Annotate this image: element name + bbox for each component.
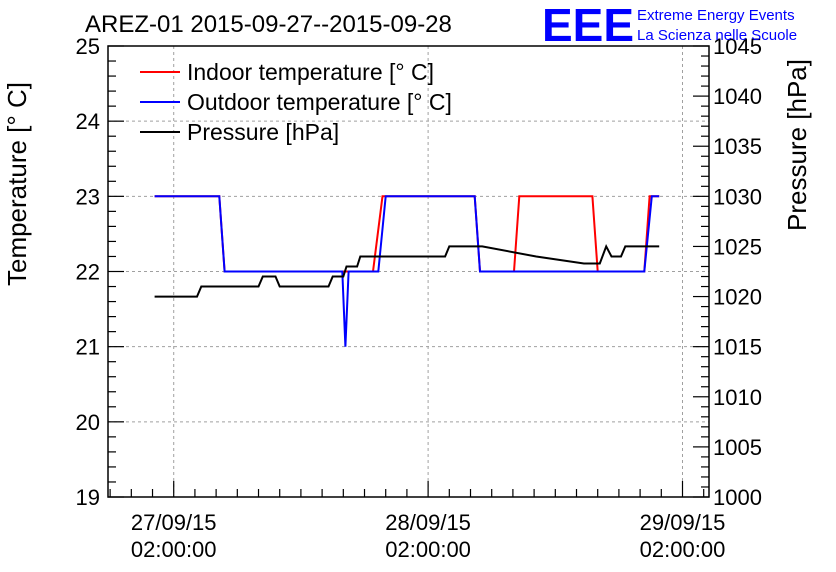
y-left-tick-label: 22: [76, 260, 100, 285]
x-tick-label-time: 02:00:00: [385, 537, 471, 562]
x-tick-label-date: 27/09/15: [131, 510, 217, 535]
y-right-tick-label: 1025: [713, 234, 762, 259]
y-right-tick-label: 1010: [713, 385, 762, 410]
x-tick-label-time: 02:00:00: [640, 537, 726, 562]
brand-line-2: La Scienza nelle Scuole: [637, 27, 797, 44]
legend-label-0: Indoor temperature [° C]: [187, 59, 434, 85]
y-left-tick-label: 21: [76, 335, 100, 360]
y-right-tick-label: 1045: [713, 34, 762, 59]
axis-ticks: 19 20 21 22 23 24 25 1000 1005 1010 1015 1020 1025 10…: [76, 34, 762, 562]
y-right-tick-label: 1000: [713, 485, 762, 510]
legend: Indoor temperature [° C] Outdoor temperat…: [140, 59, 452, 145]
eee-logo: EEE: [542, 0, 634, 51]
y-right-tick-label: 1020: [713, 285, 762, 310]
series-line-0: [154, 195, 660, 273]
y-right-tick-label: 1030: [713, 184, 762, 209]
chart-title: AREZ-01 2015-09-27--2015-09-28: [85, 11, 452, 38]
y-left-tick-label: 20: [76, 410, 100, 435]
y-left-tick-label: 25: [76, 34, 100, 59]
x-tick-label-date: 28/09/15: [385, 510, 471, 535]
legend-label-1: Outdoor temperature [° C]: [187, 89, 452, 115]
series-line-2: [154, 243, 660, 298]
y-right-tick-label: 1005: [713, 435, 762, 460]
series-line-1: [154, 195, 660, 347]
y-right-tick-label: 1035: [713, 134, 762, 159]
brand-line-1: Extreme Energy Events: [637, 7, 795, 24]
y-left-tick-label: 24: [76, 109, 100, 134]
y-right-tick-label: 1040: [713, 84, 762, 109]
y-left-tick-label: 23: [76, 184, 100, 209]
legend-label-2: Pressure [hPa]: [187, 119, 339, 145]
y-right-axis-label: Pressure [hPa]: [782, 59, 812, 231]
x-tick-label-date: 29/09/15: [640, 510, 726, 535]
series-group: [154, 195, 660, 347]
y-left-tick-label: 19: [76, 485, 100, 510]
y-right-tick-label: 1015: [713, 335, 762, 360]
y-left-axis-label: Temperature [° C]: [2, 82, 32, 286]
x-tick-label-time: 02:00:00: [131, 537, 217, 562]
